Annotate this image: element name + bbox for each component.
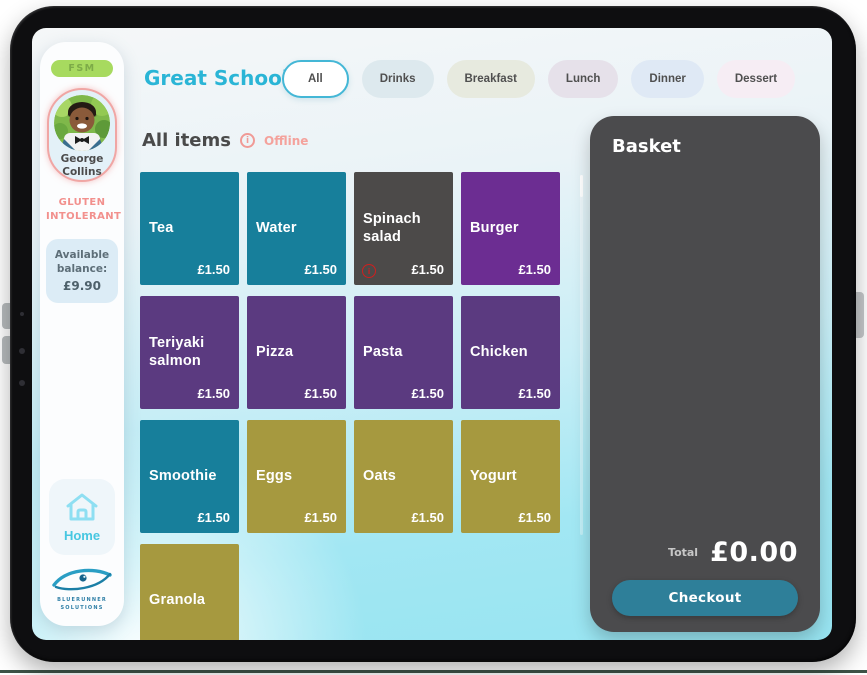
camera-dot-icon <box>19 348 25 354</box>
item-name: Pasta <box>363 343 403 360</box>
bluerunner-swirl-icon <box>50 565 114 597</box>
item-price: £1.50 <box>197 510 230 525</box>
app-screen: FSM <box>32 28 832 640</box>
scrollbar-track <box>580 175 583 535</box>
item-tile-yogurt[interactable]: Yogurt £1.50 <box>461 420 560 533</box>
page-title: Great School <box>144 66 289 90</box>
item-tile-eggs[interactable]: Eggs £1.50 <box>247 420 346 533</box>
fsm-status-badge: FSM <box>51 60 113 77</box>
item-price: £1.50 <box>518 262 551 277</box>
item-name: Yogurt <box>470 467 517 484</box>
camera-dot-icon <box>19 380 25 386</box>
balance-card: Available balance: £9.90 <box>46 239 118 304</box>
item-price: £1.50 <box>197 386 230 401</box>
table-edge-line <box>0 670 867 673</box>
scrollbar-thumb[interactable] <box>580 175 583 197</box>
basket-panel: Basket Total £0.00 Checkout <box>590 116 820 632</box>
sidebar: FSM <box>40 42 124 626</box>
logo-wordmark-line1: BLUERUNNER <box>57 597 107 603</box>
camera-dot-icon <box>20 312 24 316</box>
allergy-label: GLUTEN INTOLERANT <box>46 197 122 222</box>
item-tile-water[interactable]: Water £1.50 <box>247 172 346 285</box>
item-name: Tea <box>149 219 174 236</box>
item-tile-pasta[interactable]: Pasta £1.50 <box>354 296 453 409</box>
student-name: George Collins <box>60 153 104 179</box>
tab-dessert[interactable]: Dessert <box>716 60 796 98</box>
tab-drinks[interactable]: Drinks <box>361 60 434 98</box>
tab-lunch[interactable]: Lunch <box>547 60 619 98</box>
item-name: Teriyaki salmon <box>149 335 205 369</box>
home-button[interactable]: Home <box>49 479 115 555</box>
item-name: Granola <box>149 591 206 608</box>
item-price: £1.50 <box>304 510 337 525</box>
item-price: £1.50 <box>411 386 444 401</box>
item-tile-oats[interactable]: Oats £1.50 <box>354 420 453 533</box>
section-title: All items <box>142 130 231 151</box>
offline-status-label: Offline <box>264 133 309 148</box>
balance-label: Available balance: <box>54 249 110 275</box>
student-profile-card[interactable]: George Collins <box>47 88 117 182</box>
checkout-button[interactable]: Checkout <box>612 580 798 616</box>
item-tile-pizza[interactable]: Pizza £1.50 <box>247 296 346 409</box>
item-name: Smoothie <box>149 467 217 484</box>
item-name: Water <box>256 219 297 236</box>
item-tile-tea[interactable]: Tea £1.50 <box>140 172 239 285</box>
tab-breakfast[interactable]: Breakfast <box>446 60 535 98</box>
logo-wordmark-line2: SOLUTIONS <box>60 604 104 611</box>
item-price: £1.50 <box>197 262 230 277</box>
item-price: £1.50 <box>304 262 337 277</box>
item-price: £1.50 <box>411 262 444 277</box>
tab-dinner[interactable]: Dinner <box>631 60 704 98</box>
item-name: Burger <box>470 219 519 236</box>
balance-value: £9.90 <box>63 279 101 294</box>
item-name: Eggs <box>256 467 293 484</box>
basket-title: Basket <box>612 136 681 157</box>
section-heading: All items i Offline <box>142 130 308 151</box>
bluerunner-logo: BLUERUNNER SOLUTIONS <box>50 565 114 612</box>
item-tile-burger[interactable]: Burger £1.50 <box>461 172 560 285</box>
item-name: Oats <box>363 467 397 484</box>
item-tile-teriyaki-salmon[interactable]: Teriyaki salmon £1.50 <box>140 296 239 409</box>
offline-info-icon: i <box>240 133 255 148</box>
item-name: Chicken <box>470 343 528 360</box>
tab-all[interactable]: All <box>282 60 349 98</box>
item-price: £1.50 <box>518 386 551 401</box>
item-price: £1.50 <box>411 510 444 525</box>
menu-item-grid: Tea £1.50 Water £1.50 Spinach salad i £1… <box>140 172 560 640</box>
tablet-frame: FSM <box>10 6 856 662</box>
item-tile-smoothie[interactable]: Smoothie £1.50 <box>140 420 239 533</box>
total-value: £0.00 <box>710 537 798 568</box>
item-price: £1.50 <box>518 510 551 525</box>
total-label: Total <box>668 546 699 559</box>
item-name: Pizza <box>256 343 294 360</box>
home-label: Home <box>63 528 101 543</box>
item-tile-spinach-salad[interactable]: Spinach salad i £1.50 <box>354 172 453 285</box>
home-icon <box>64 491 100 526</box>
allergen-warning-icon: i <box>362 264 376 278</box>
item-tile-chicken[interactable]: Chicken £1.50 <box>461 296 560 409</box>
item-price: £1.50 <box>304 386 337 401</box>
item-name: Spinach salad <box>363 211 421 245</box>
basket-total-row: Total £0.00 <box>606 537 804 568</box>
item-tile-granola[interactable]: Granola <box>140 544 239 640</box>
avatar <box>54 95 110 151</box>
category-pills: All Drinks Breakfast Lunch Dinner Desser… <box>282 60 796 98</box>
